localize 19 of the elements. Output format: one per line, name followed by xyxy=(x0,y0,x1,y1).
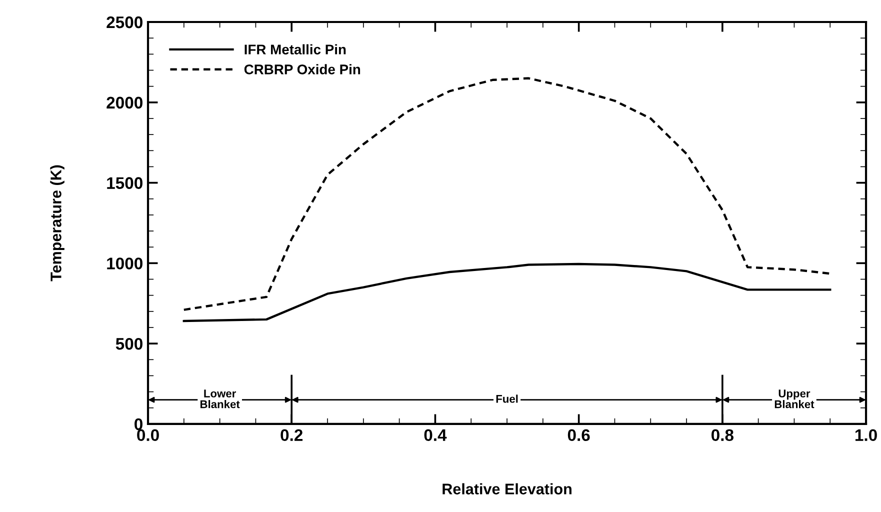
x-tick-label: 0.0 xyxy=(137,429,159,442)
x-tick-label: 1.0 xyxy=(855,429,877,442)
y-tick-label: 2500 xyxy=(106,16,142,28)
x-tick-label: 0.4 xyxy=(424,429,447,442)
y-tick-label: 0 xyxy=(134,418,142,430)
x-axis-title: Relative Elevation xyxy=(442,483,572,494)
y-tick-label: 1500 xyxy=(107,177,142,189)
x-tick-label: 0.8 xyxy=(711,429,734,442)
legend-label: CRBRP Oxide Pin xyxy=(244,64,360,74)
y-tick-label: 500 xyxy=(116,338,142,350)
x-tick-label: 0.6 xyxy=(568,429,590,442)
y-axis-title: Temperature (K) xyxy=(50,165,64,282)
annotation: Fuel xyxy=(496,394,518,403)
x-tick-label: 0.2 xyxy=(280,429,303,442)
annotation: Upper Blanket xyxy=(774,390,814,408)
y-tick-label: 2000 xyxy=(106,96,142,109)
legend-label: IFR Metallic Pin xyxy=(244,44,346,54)
annotation: Lower Blanket xyxy=(200,390,240,408)
y-tick-label: 1000 xyxy=(107,258,142,270)
